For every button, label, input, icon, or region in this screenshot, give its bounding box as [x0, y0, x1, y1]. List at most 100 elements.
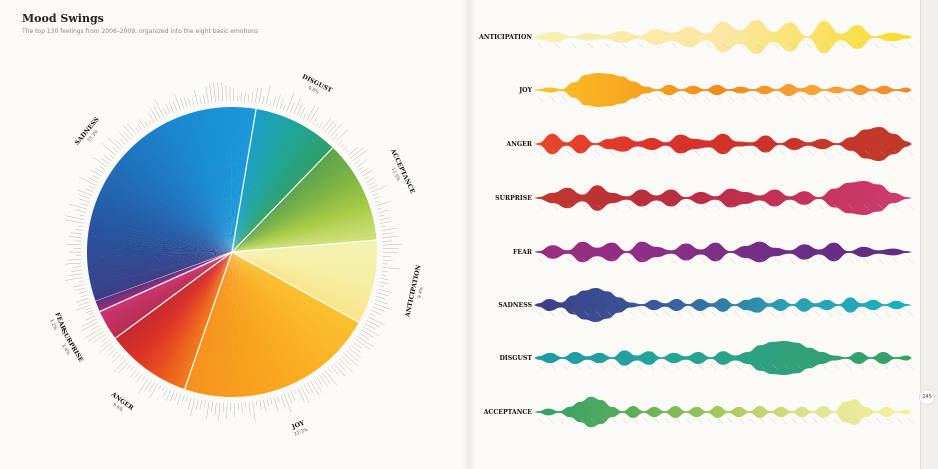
- pie-slice: [232, 180, 361, 252]
- feeling-word-mark: [854, 418, 861, 424]
- feeling-word-mark: [850, 311, 856, 317]
- feeling-word-mark: [770, 418, 776, 424]
- feeling-tick: [372, 306, 385, 312]
- pie-slice: [139, 137, 232, 252]
- feeling-tick: [370, 185, 387, 193]
- feeling-word-mark: [672, 43, 678, 49]
- pie-slice: [232, 195, 368, 252]
- feeling-tick: [279, 98, 284, 109]
- pie-slice: [115, 252, 232, 342]
- feeling-word-mark: [891, 43, 897, 49]
- feeling-tick: [127, 364, 132, 370]
- feeling-word-mark: [803, 311, 810, 317]
- feeling-tick: [120, 356, 124, 361]
- feeling-word-mark: [554, 43, 560, 49]
- pie-slice: [232, 252, 331, 362]
- feeling-tick: [244, 91, 246, 102]
- pie-slice: [232, 153, 342, 252]
- feeling-word-mark: [749, 418, 755, 424]
- pie-slice: [232, 191, 366, 252]
- feeling-word-mark: [774, 258, 780, 264]
- emotion-percent: 22.3%: [293, 427, 309, 438]
- pie-slice: [232, 142, 330, 252]
- feeling-tick: [187, 397, 192, 411]
- feeling-word-mark: [819, 258, 825, 264]
- feeling-word-mark: [689, 43, 695, 49]
- stream-label: ANTICIPATION: [478, 34, 532, 41]
- feeling-tick: [269, 101, 271, 106]
- stream-label: SADNESS: [498, 302, 532, 309]
- feeling-word-mark: [626, 204, 632, 210]
- pie-slice: [186, 112, 232, 253]
- pie-slice: [232, 252, 366, 312]
- feeling-tick: [325, 370, 338, 387]
- feeling-word-mark: [821, 364, 827, 370]
- feeling-tick: [165, 104, 171, 115]
- feeling-tick: [101, 337, 108, 342]
- feeling-word-mark: [728, 418, 734, 424]
- feeling-tick: [174, 93, 181, 111]
- feeling-tick: [358, 167, 363, 171]
- feeling-tick: [300, 386, 310, 403]
- pie-slice: [130, 145, 232, 252]
- feeling-tick: [78, 194, 91, 200]
- feeling-word-mark: [626, 258, 632, 264]
- feeling-tick: [87, 331, 104, 342]
- feeling-tick: [205, 86, 209, 103]
- feeling-word-mark: [728, 96, 735, 102]
- feeling-word-mark: [566, 150, 572, 156]
- pie-slice: [101, 184, 232, 252]
- pie-slice: [87, 252, 232, 262]
- feeling-tick: [101, 143, 117, 156]
- feeling-tick: [188, 98, 191, 107]
- pie-slice: [232, 219, 375, 252]
- pie-slice: [103, 252, 232, 324]
- feeling-word-mark: [699, 311, 706, 317]
- feeling-word-mark: [907, 43, 914, 49]
- feeling-word-mark: [590, 418, 597, 424]
- feeling-word-mark: [605, 43, 611, 49]
- feeling-tick: [203, 95, 206, 104]
- pie-slice: [101, 252, 232, 320]
- pie-slice: [232, 132, 318, 252]
- feeling-word-mark: [624, 364, 630, 370]
- feeling-tick: [307, 382, 314, 394]
- feeling-tick: [368, 316, 385, 326]
- pie-slice: [232, 231, 377, 252]
- feeling-tick: [309, 106, 320, 123]
- pie-slice: [174, 117, 232, 252]
- feeling-word-mark: [812, 418, 819, 424]
- feeling-word-mark: [594, 150, 601, 156]
- pie-slice: [137, 252, 232, 366]
- feeling-tick: [364, 176, 369, 180]
- feeling-tick: [109, 154, 114, 159]
- feeling-tick: [321, 118, 331, 131]
- feeling-word-mark: [694, 150, 700, 156]
- feeling-word-mark: [879, 150, 885, 156]
- feeling-word-mark: [907, 364, 914, 370]
- feeling-tick: [303, 113, 307, 119]
- feeling-word-mark: [878, 204, 884, 210]
- feeling-tick: [135, 127, 140, 133]
- feeling-word-mark: [567, 204, 573, 210]
- feeling-word-mark: [633, 96, 639, 102]
- feeling-tick: [359, 332, 370, 340]
- feeling-tick: [354, 160, 360, 165]
- stream-label: ANGER: [505, 141, 532, 148]
- feeling-word-mark: [907, 418, 914, 424]
- feeling-word-mark: [826, 311, 833, 317]
- feeling-tick: [247, 94, 250, 102]
- feeling-tick: [78, 189, 93, 196]
- feeling-tick: [142, 375, 146, 381]
- feeling-word-mark: [611, 364, 618, 370]
- feeling-tick: [367, 182, 375, 186]
- feeling-tick: [343, 353, 358, 366]
- feeling-word-mark: [722, 364, 729, 370]
- page-subtitle: The top 130 feelings from 2006–2009, org…: [22, 28, 259, 35]
- feeling-tick: [289, 102, 295, 113]
- pie-slice: [190, 111, 232, 252]
- pie-slice: [232, 136, 324, 252]
- feeling-tick: [65, 277, 84, 281]
- feeling-tick: [68, 236, 82, 238]
- feeling-word-mark: [730, 258, 736, 264]
